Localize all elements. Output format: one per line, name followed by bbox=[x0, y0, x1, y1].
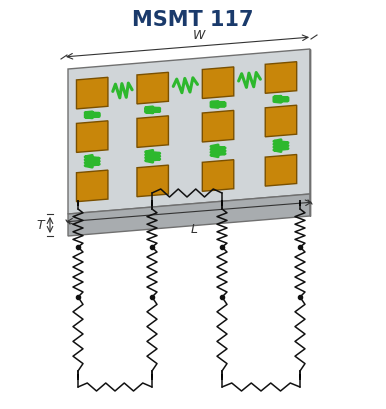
Polygon shape bbox=[137, 166, 168, 197]
Polygon shape bbox=[137, 117, 168, 148]
Polygon shape bbox=[265, 63, 297, 94]
Polygon shape bbox=[68, 195, 310, 236]
Polygon shape bbox=[137, 73, 168, 105]
Polygon shape bbox=[76, 171, 108, 202]
Polygon shape bbox=[76, 78, 108, 110]
Polygon shape bbox=[202, 111, 234, 143]
Polygon shape bbox=[68, 50, 310, 214]
Text: L: L bbox=[191, 222, 198, 236]
Text: T: T bbox=[36, 219, 44, 232]
Polygon shape bbox=[265, 106, 297, 137]
Text: MSMT 117: MSMT 117 bbox=[132, 10, 254, 30]
Polygon shape bbox=[265, 155, 297, 187]
Polygon shape bbox=[76, 121, 108, 153]
Polygon shape bbox=[202, 68, 234, 99]
Text: W: W bbox=[193, 29, 205, 42]
Polygon shape bbox=[202, 160, 234, 192]
